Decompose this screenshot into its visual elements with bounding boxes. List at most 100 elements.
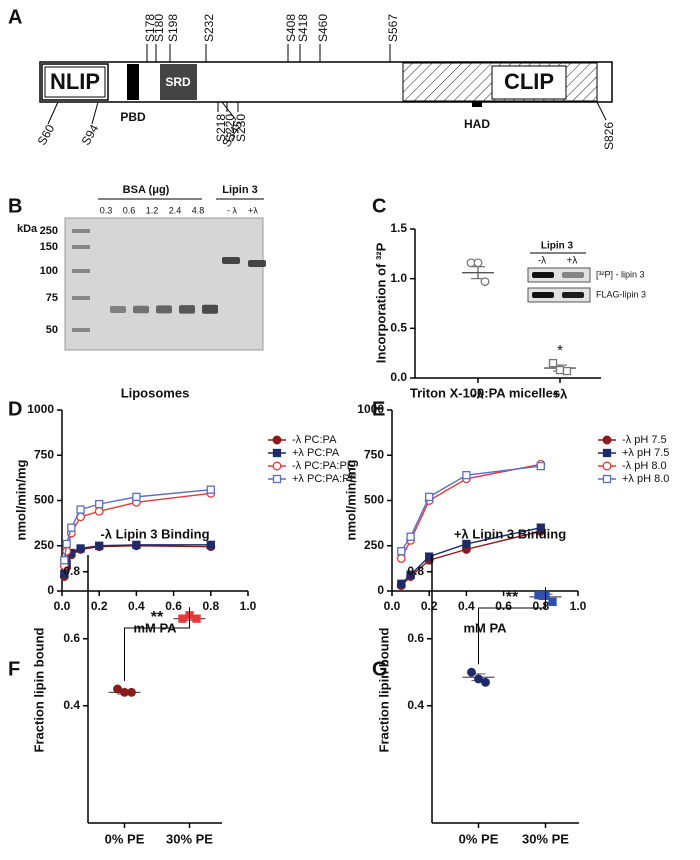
data-point: [206, 485, 215, 494]
marker-label: 50: [46, 324, 58, 336]
domain-label: SRD: [165, 75, 191, 89]
y-tick-label: 0.5: [390, 321, 407, 335]
x-tick-label: 0.8: [532, 599, 549, 613]
gel-image: [64, 217, 264, 351]
significance-bracket: [124, 607, 190, 681]
lane-label: - λ: [227, 205, 237, 215]
motif-label: HAD: [464, 117, 490, 131]
gel-band: [248, 260, 266, 267]
y-tick-label: 1.5: [390, 221, 407, 235]
data-point: [132, 492, 141, 502]
blot: [527, 287, 591, 303]
protein-diagram: NLIP PBD SRD CLIP HAD: [39, 61, 613, 131]
x-tick-label: 1.0: [570, 599, 587, 613]
data-point: [474, 674, 483, 684]
legend-label: -λ pH 7.5: [622, 434, 667, 446]
data-point: [562, 366, 572, 376]
site-label: S418: [296, 14, 310, 42]
legend-marker: [602, 474, 612, 484]
domain-label: NLIP: [50, 69, 100, 94]
significance-label: **: [151, 609, 164, 626]
chart-title: Triton X-100:PA micelles: [410, 385, 560, 400]
data-point: [192, 614, 201, 623]
data-point: [60, 556, 69, 565]
gel-band: [179, 305, 195, 314]
data-point: [473, 258, 483, 268]
pbd-box: [127, 64, 139, 100]
y-tick-label: 0.8: [407, 564, 424, 578]
site-label: S60: [35, 122, 58, 148]
x-axis-label: mM PA: [463, 620, 507, 635]
srd-box: [160, 64, 197, 100]
y-tick-label: 0: [47, 583, 54, 597]
inset-lane: +λ: [567, 256, 578, 267]
data-point: [397, 579, 406, 588]
data-point: [536, 523, 545, 532]
panel-label: E: [372, 398, 385, 420]
significance-label: **: [506, 589, 519, 606]
legend-label: -λ PC:PA:PE: [292, 460, 354, 472]
data-point: [425, 492, 434, 502]
panel-label: G: [372, 658, 388, 680]
y-axis-label: Incorporation of ³²P: [373, 242, 388, 363]
gel-unit: kDa: [17, 223, 38, 235]
data-point: [534, 591, 543, 600]
ladder-band: [72, 229, 90, 233]
legend-marker: [602, 435, 612, 445]
legend-marker: [272, 474, 282, 484]
lane-label: 1.2: [146, 205, 159, 215]
site-label: S460: [316, 14, 330, 42]
y-tick-label: 0: [377, 583, 384, 597]
site-line: [91, 101, 99, 125]
gel-band: [110, 306, 126, 313]
x-tick-label: 0% PE: [459, 831, 499, 846]
chart-title: +λ Lipin 3 Binding: [454, 526, 566, 541]
y-tick-label: 1.0: [390, 271, 407, 285]
data-point: [62, 539, 71, 549]
data-point: [462, 539, 471, 549]
site-line: [47, 101, 59, 125]
y-tick-label: 1000: [357, 402, 384, 416]
data-point: [396, 553, 406, 563]
clip-box: [491, 65, 567, 100]
data-point: [206, 540, 215, 549]
data-point: [536, 461, 545, 471]
ladder-band: [72, 328, 90, 332]
site-line: [596, 101, 607, 121]
site-label: S218: [214, 114, 228, 142]
legend-label: +λ pH 7.5: [622, 447, 669, 459]
blot-band: [532, 272, 554, 278]
inset-row-label: FLAG-lipin 3: [596, 289, 646, 299]
ladder-band: [72, 245, 90, 249]
lane-label: 2.4: [169, 205, 182, 215]
blot-band: [562, 292, 584, 298]
data-point: [95, 541, 104, 550]
data-point: [555, 365, 565, 375]
motif-label: PBD: [120, 110, 146, 124]
x-tick-label: 0.8: [202, 599, 219, 613]
y-tick-label: 250: [34, 538, 54, 552]
y-tick-label: 0.8: [63, 564, 80, 578]
x-tick-label: 0.6: [165, 599, 182, 613]
site-line: [221, 101, 237, 121]
legend-marker: [602, 448, 612, 458]
gel-group-title: Lipin 3: [222, 184, 257, 196]
gel-band: [156, 305, 172, 314]
gel-band: [222, 257, 240, 264]
site-label: S230: [234, 114, 248, 142]
legend-marker: [602, 461, 612, 471]
x-tick-label: 30% PE: [522, 831, 569, 846]
y-tick-label: 0.6: [63, 631, 80, 645]
marker-label: 100: [40, 265, 58, 277]
marker-label: 75: [46, 292, 58, 304]
data-point: [76, 505, 85, 514]
gel-band: [133, 305, 149, 314]
y-tick-label: 0.0: [390, 370, 407, 384]
y-tick-label: 500: [364, 493, 384, 507]
data-point: [60, 569, 69, 578]
data-point: [462, 471, 471, 480]
data-point: [76, 544, 85, 553]
site-label: S826: [602, 122, 616, 150]
site-label: S94: [79, 122, 102, 148]
y-tick-label: 750: [34, 447, 54, 461]
